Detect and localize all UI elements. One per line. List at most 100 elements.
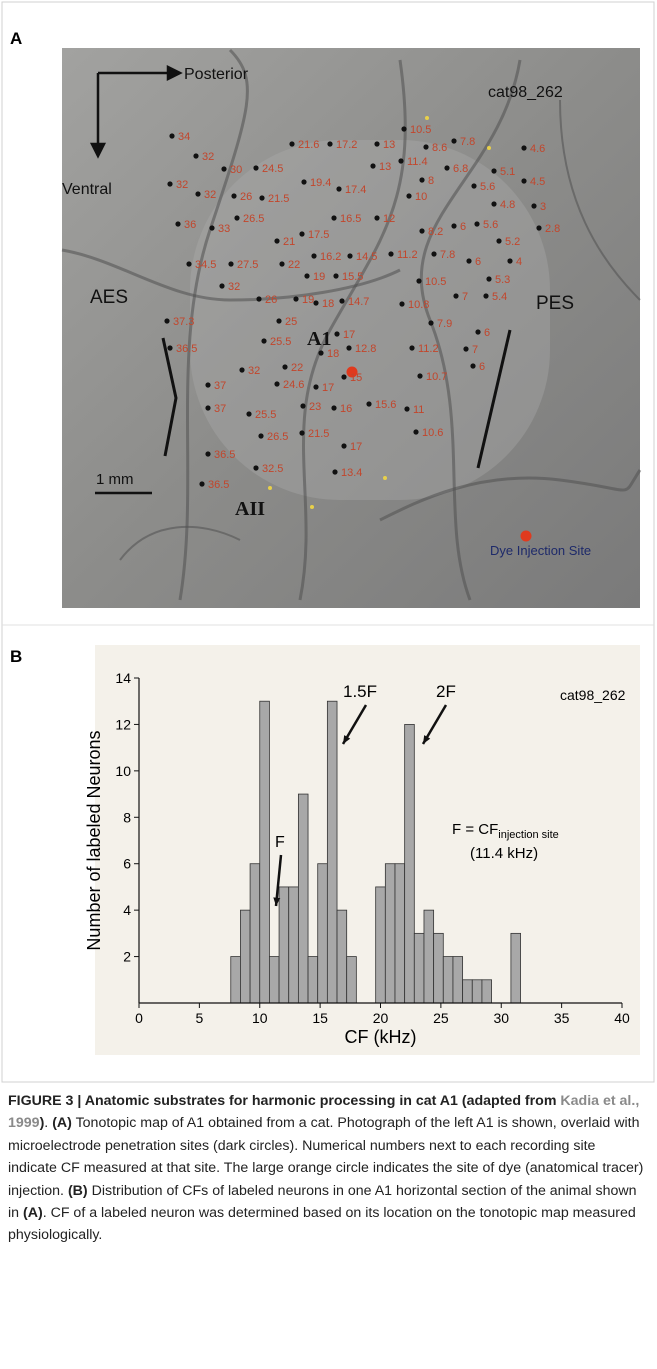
bar [394, 863, 406, 1004]
site-dot [483, 293, 489, 299]
site-cf: 3 [540, 201, 546, 213]
site-dot [401, 126, 407, 132]
bar [375, 886, 386, 1004]
site-cf: 13 [379, 161, 391, 173]
site-cf: 32 [228, 281, 240, 293]
site-cf: 32.5 [262, 463, 283, 475]
site-dot [346, 345, 352, 351]
y-tick-label: 10 [115, 763, 131, 779]
bar [442, 956, 454, 1004]
annotation-formula-value: (11.4 kHz) [470, 845, 538, 862]
caption-title: FIGURE 3 | Anatomic substrates for harmo… [8, 1093, 561, 1109]
annotation-arrow [274, 854, 283, 907]
bar [336, 909, 348, 1004]
caption-panel-ref: (B) [67, 1182, 88, 1199]
annotation: F [275, 834, 285, 851]
site-dot [313, 384, 319, 390]
site-dot [193, 153, 199, 159]
site-dot [259, 195, 265, 201]
site-dot [169, 133, 175, 139]
site-dot [195, 191, 201, 197]
site-cf: 32 [176, 179, 188, 191]
site-dot [398, 158, 404, 164]
chart-id: cat98_262 [560, 687, 626, 703]
panel-label: B [10, 647, 22, 666]
site-cf: 18 [322, 298, 334, 310]
photo [62, 48, 640, 608]
site-cf: 13.4 [341, 467, 362, 479]
site-cf: 36.5 [214, 449, 235, 461]
site-dot [536, 225, 542, 231]
site-dot [282, 364, 288, 370]
bar [481, 979, 492, 1004]
site-dot [419, 228, 425, 234]
formula-text: F = CF [452, 821, 498, 838]
bar [326, 700, 338, 1004]
site-cf: 22 [288, 259, 300, 271]
site-cf: 5.2 [505, 236, 520, 248]
bar [278, 886, 290, 1004]
site-cf: 17.4 [345, 184, 366, 196]
site-cf: 10.7 [426, 371, 447, 383]
site-cf: 12 [383, 213, 395, 225]
x-tick-label: 0 [135, 1010, 143, 1026]
annotation-arrowhead [343, 735, 351, 744]
caption-panel-ref: (A) [22, 1205, 43, 1222]
x-tick-label: 5 [195, 1010, 203, 1026]
site-cf: 19.4 [310, 177, 331, 189]
x-tick-label: 25 [433, 1010, 449, 1026]
site-cf: 26.5 [267, 431, 288, 443]
bar [259, 700, 270, 1004]
site-dot [444, 165, 450, 171]
site-dot [313, 300, 319, 306]
site-dot [451, 223, 457, 229]
site-dot [199, 481, 205, 487]
formula-subscript: injection site [498, 829, 559, 841]
sulcus-label: PES [536, 293, 574, 314]
site-dot [451, 138, 457, 144]
site-cf: 27.5 [237, 259, 258, 271]
site-cf: 19 [313, 271, 325, 283]
site-cf: 15.6 [375, 399, 396, 411]
site-cf: 37 [214, 403, 226, 415]
site-dot [253, 165, 259, 171]
panel-label: A [10, 29, 22, 48]
caption-text: . CF of a labeled neuron was determined … [8, 1205, 636, 1244]
yellow-markers [268, 116, 491, 509]
site-dot [289, 141, 295, 147]
site-dot [205, 451, 211, 457]
orientation-arrows [89, 64, 183, 159]
site-dot [332, 469, 338, 475]
site-cf: 33 [218, 223, 230, 235]
site-cf: 25.5 [270, 336, 291, 348]
site-cf: 15.5 [342, 271, 363, 283]
sulcus-label: AES [90, 287, 128, 308]
site-dot [333, 273, 339, 279]
site-dot [453, 293, 459, 299]
site-dot [370, 163, 376, 169]
site-cf: 26.5 [243, 213, 264, 225]
site-cf: 7.8 [440, 249, 455, 261]
injection-site [346, 366, 358, 378]
vessels [61, 48, 642, 601]
site-cf: 14.7 [348, 296, 369, 308]
site-cf: 17 [322, 382, 334, 394]
site-dot [470, 363, 476, 369]
caption-reference[interactable]: Kadia et al., 1999 [8, 1093, 640, 1132]
cortex-patch [190, 140, 550, 500]
y-tick-label: 12 [115, 716, 131, 732]
site-cf: 22 [291, 362, 303, 374]
x-tick-label: 15 [312, 1010, 328, 1026]
site-cf: 5.4 [492, 291, 507, 303]
site-dot [304, 273, 310, 279]
site-cf: 8 [428, 175, 434, 187]
site-dot [347, 253, 353, 259]
site-cf: 32 [204, 189, 216, 201]
site-dot [276, 318, 282, 324]
caption: FIGURE 3 | Anatomic substrates for harmo… [8, 1090, 648, 1247]
site-dot [521, 178, 527, 184]
site-dot [423, 144, 429, 150]
site-dot [413, 429, 419, 435]
